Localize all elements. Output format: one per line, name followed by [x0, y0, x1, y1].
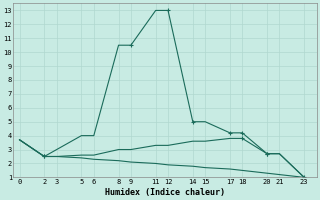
X-axis label: Humidex (Indice chaleur): Humidex (Indice chaleur) — [105, 188, 225, 197]
